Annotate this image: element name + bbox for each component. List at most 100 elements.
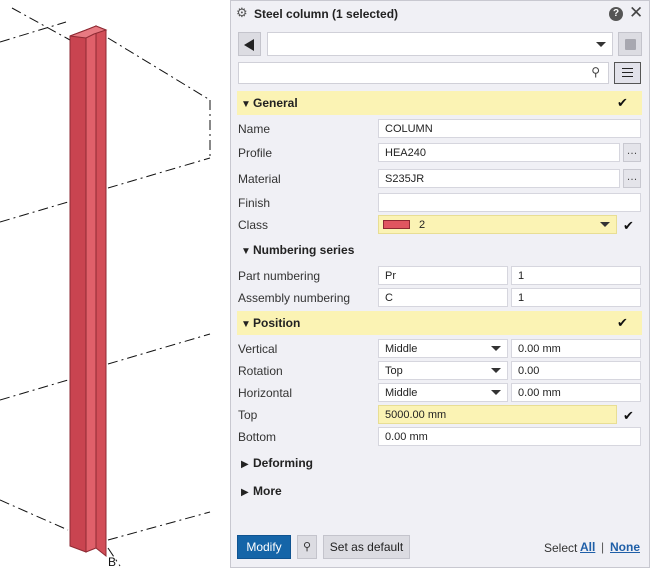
- class-label: Class: [238, 218, 269, 232]
- assembly-prefix-field[interactable]: C: [378, 288, 508, 307]
- search-input[interactable]: ⚲: [238, 62, 609, 84]
- collapsed-arrow-icon: ▶: [241, 459, 249, 470]
- part-numbering-label: Part numbering: [238, 269, 321, 283]
- bottom-label: Bottom: [238, 430, 277, 444]
- section-numbering[interactable]: ▼ Numbering series: [237, 238, 642, 262]
- set-as-default-button[interactable]: Set as default: [323, 535, 410, 559]
- section-general-label: General: [253, 96, 298, 110]
- chevron-down-icon: [491, 346, 501, 351]
- grid-line: [107, 333, 211, 365]
- grid-lines: [0, 7, 211, 567]
- select-label: Select: [544, 541, 578, 555]
- column-web: [85, 25, 97, 553]
- preset-dropdown[interactable]: [267, 32, 613, 56]
- horizontal-value: Middle: [385, 387, 418, 399]
- expanded-arrow-icon: ▼: [241, 246, 251, 257]
- pin-icon: ⚲: [302, 541, 312, 553]
- chevron-down-icon: [491, 390, 501, 395]
- grid-line: [0, 379, 69, 401]
- chevron-down-icon: [600, 222, 610, 227]
- vertical-dropdown[interactable]: Middle: [378, 339, 508, 358]
- check-icon[interactable]: ✔: [617, 315, 628, 330]
- menu-icon: [622, 68, 633, 69]
- material-label: Material: [238, 172, 281, 186]
- search-icon: ⚲: [591, 65, 600, 79]
- layout-menu-button[interactable]: [614, 62, 641, 84]
- modify-button[interactable]: Modify: [237, 535, 291, 559]
- save-preset-button[interactable]: [618, 32, 642, 56]
- material-field[interactable]: S235JR: [378, 169, 620, 188]
- help-icon[interactable]: ?: [609, 7, 623, 21]
- vertical-offset-field[interactable]: 0.00 mm: [511, 339, 641, 358]
- pick-button[interactable]: ⚲: [297, 535, 317, 559]
- section-more-label: More: [253, 484, 282, 498]
- steel-column[interactable]: [69, 25, 108, 558]
- save-icon: [625, 39, 636, 50]
- section-position-label: Position: [253, 316, 301, 330]
- grid-line: [0, 499, 69, 531]
- name-field[interactable]: COLUMN: [378, 119, 641, 138]
- back-arrow-icon: [244, 39, 254, 51]
- properties-panel: ⚙ Steel column (1 selected) ? ✕ ⚲ ▼ Gener…: [230, 0, 650, 568]
- chevron-down-icon: [491, 368, 501, 373]
- horizontal-label: Horizontal: [238, 386, 293, 400]
- section-numbering-label: Numbering series: [253, 243, 355, 257]
- section-general[interactable]: ▼ General ✔: [237, 91, 642, 115]
- vertical-label: Vertical: [238, 342, 278, 356]
- column-flange-left: [69, 29, 87, 553]
- expanded-arrow-icon: ▼: [241, 99, 251, 110]
- name-label: Name: [238, 122, 271, 136]
- check-icon[interactable]: ✔: [623, 408, 634, 423]
- horizontal-dropdown[interactable]: Middle: [378, 383, 508, 402]
- top-field[interactable]: 5000.00 mm: [378, 405, 617, 424]
- part-start-field[interactable]: 1: [511, 266, 641, 285]
- panel-title: Steel column (1 selected): [254, 7, 399, 21]
- select-separator: |: [601, 540, 605, 554]
- column-flange-right: [95, 25, 107, 558]
- grid-label: B: [108, 555, 116, 569]
- grid-line: [11, 7, 71, 41]
- horizontal-offset-field[interactable]: 0.00 mm: [511, 383, 641, 402]
- top-label: Top: [238, 408, 258, 422]
- grid-line: [0, 201, 69, 223]
- rotation-label: Rotation: [238, 364, 283, 378]
- grid-line: [107, 37, 211, 101]
- close-icon[interactable]: ✕: [629, 3, 644, 22]
- section-more[interactable]: ▶ More: [237, 479, 642, 503]
- bottom-field[interactable]: 0.00 mm: [378, 427, 641, 446]
- check-icon[interactable]: ✔: [617, 95, 628, 110]
- section-deforming[interactable]: ▶ Deforming: [237, 451, 642, 475]
- collapsed-arrow-icon: ▶: [241, 487, 249, 498]
- select-all-link[interactable]: All: [580, 540, 596, 554]
- column-top: [69, 25, 108, 39]
- rotation-value: Top: [385, 365, 403, 377]
- material-browse-button[interactable]: …: [623, 169, 641, 188]
- assembly-numbering-label: Assembly numbering: [238, 291, 351, 305]
- chevron-down-icon: [596, 42, 606, 47]
- finish-label: Finish: [238, 196, 271, 210]
- model-viewport[interactable]: B: [0, 0, 230, 573]
- back-button[interactable]: [238, 32, 261, 56]
- gear-icon[interactable]: ⚙: [236, 5, 248, 20]
- profile-browse-button[interactable]: …: [623, 143, 641, 162]
- rotation-dropdown[interactable]: Top: [378, 361, 508, 380]
- part-prefix-field[interactable]: Pr: [378, 266, 508, 285]
- class-dropdown[interactable]: 2: [378, 215, 617, 234]
- rotation-offset-field[interactable]: 0.00: [511, 361, 641, 380]
- section-position[interactable]: ▼ Position ✔: [237, 311, 642, 335]
- grid-line: [0, 21, 67, 43]
- class-value: 2: [419, 219, 426, 231]
- class-color-swatch: [383, 220, 410, 229]
- grid-line: [107, 511, 211, 541]
- section-deforming-label: Deforming: [253, 456, 313, 470]
- check-icon[interactable]: ✔: [623, 218, 634, 233]
- model-view-canvas: B: [0, 7, 211, 569]
- profile-field[interactable]: HEA240: [378, 143, 620, 162]
- assembly-start-field[interactable]: 1: [511, 288, 641, 307]
- grid-line: [107, 157, 211, 189]
- expanded-arrow-icon: ▼: [241, 319, 251, 330]
- finish-field[interactable]: [378, 193, 641, 212]
- vertical-value: Middle: [385, 343, 418, 355]
- select-none-link[interactable]: None: [610, 540, 640, 554]
- profile-label: Profile: [238, 146, 273, 160]
